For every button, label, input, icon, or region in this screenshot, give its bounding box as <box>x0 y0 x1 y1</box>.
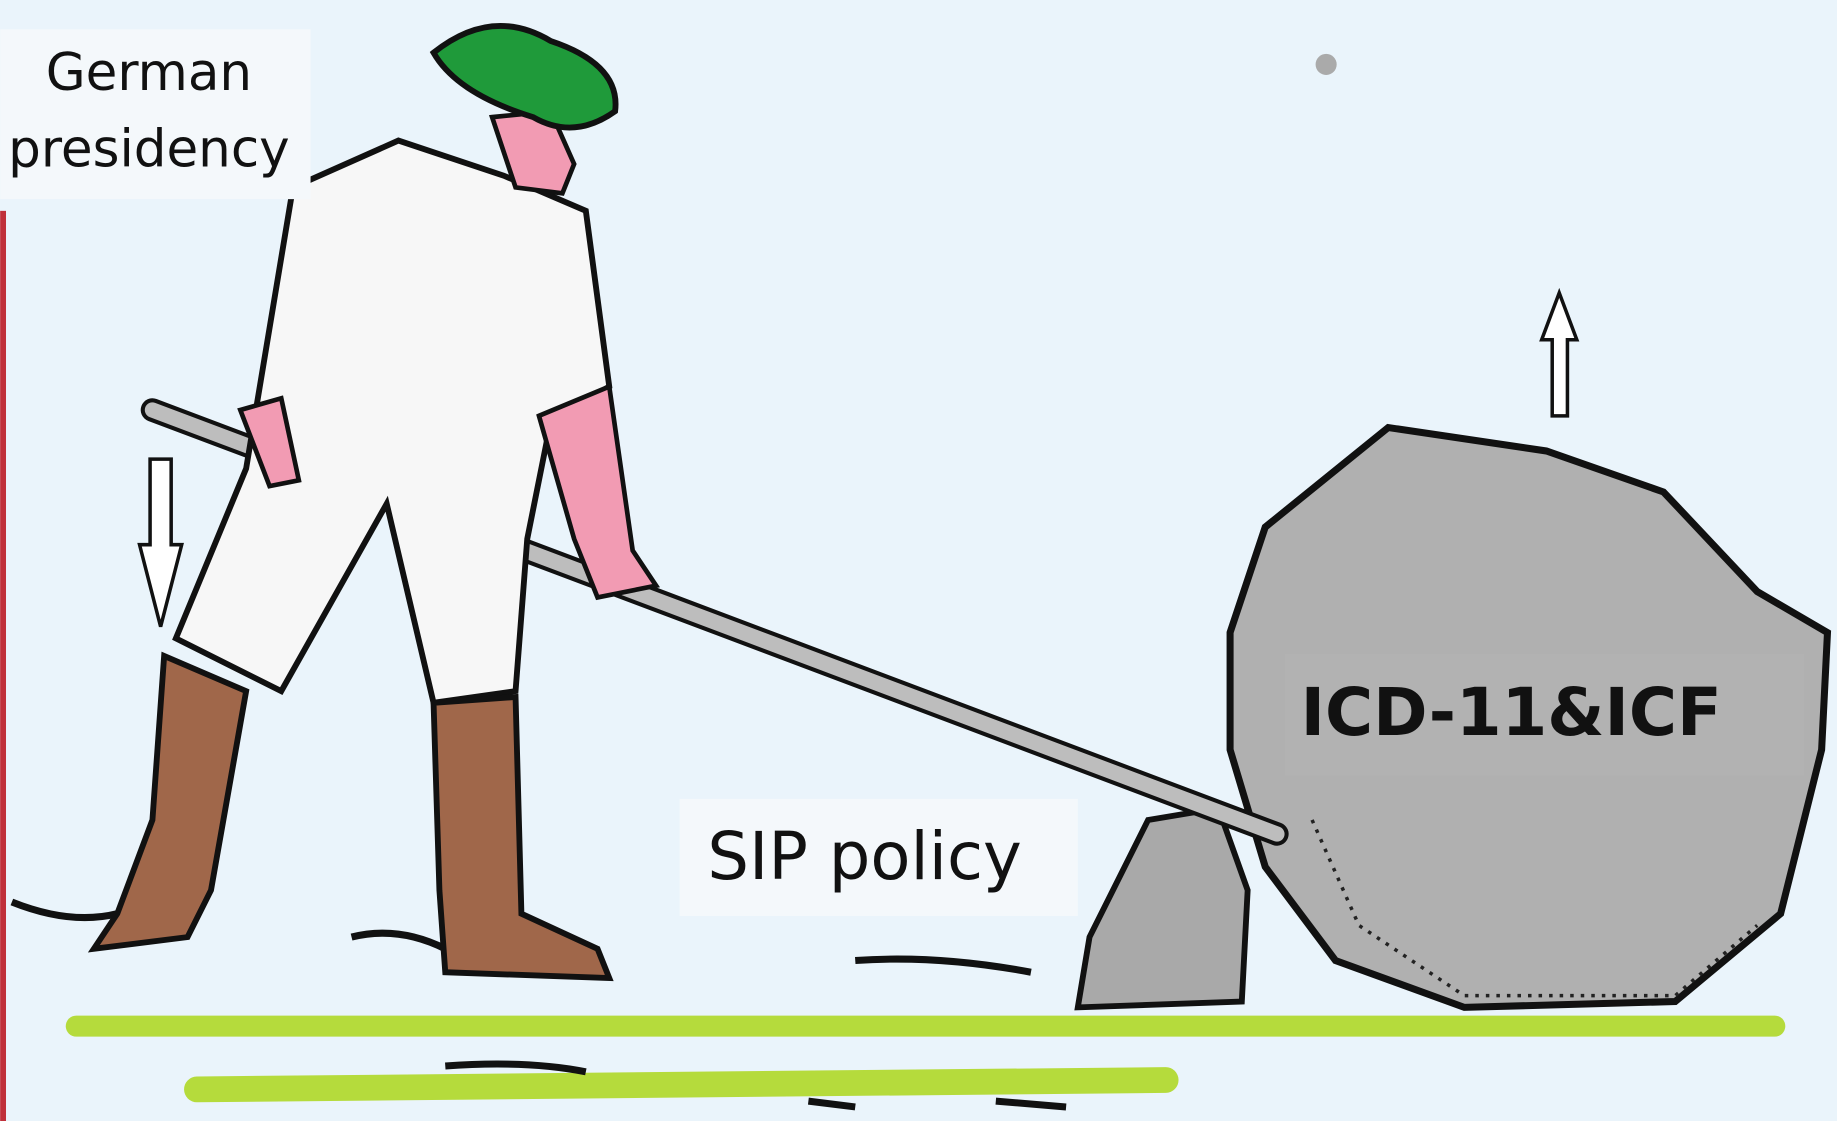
actor-label: German <box>46 43 252 103</box>
dot <box>1315 53 1337 75</box>
down-arrow <box>137 457 184 628</box>
hat <box>429 23 619 131</box>
boot <box>87 651 250 953</box>
hand <box>237 395 302 489</box>
label-box <box>1285 653 1805 776</box>
ground-line <box>184 1067 1179 1103</box>
ground-strokes <box>10 898 1067 1111</box>
boot <box>430 693 614 982</box>
actor-label: presidency <box>8 119 290 179</box>
arm <box>536 383 661 601</box>
label-box <box>679 798 1078 917</box>
label-box <box>0 29 311 200</box>
fulcrum-rock <box>1074 804 1251 1011</box>
edge-strip <box>0 210 7 1121</box>
load-label: ICD-11&ICF <box>1301 675 1722 751</box>
fulcrum-label: SIP policy <box>707 819 1021 895</box>
boulder-hatch <box>1310 819 1759 998</box>
up-arrow <box>1539 287 1580 418</box>
